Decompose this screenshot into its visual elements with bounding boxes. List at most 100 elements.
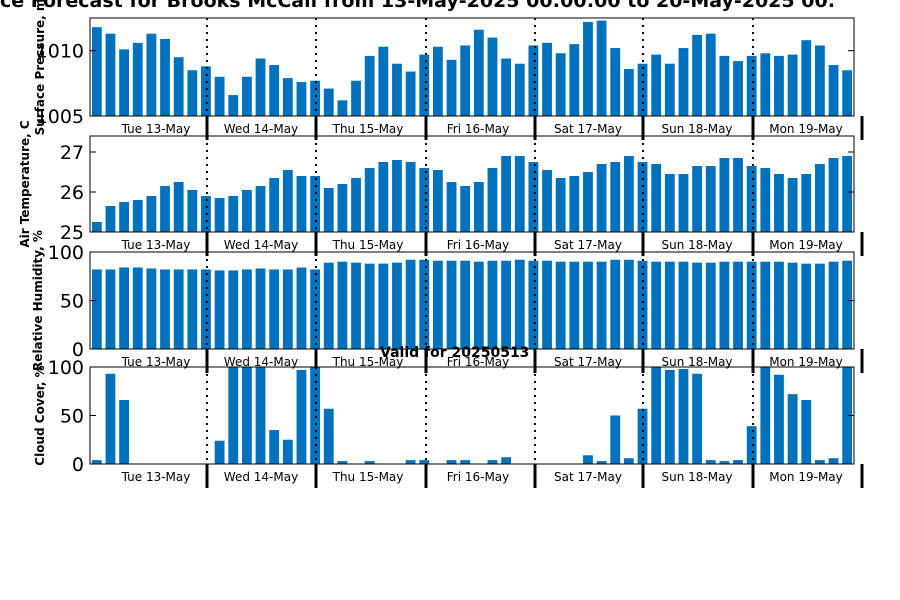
ytick-label-p3-0: 0 [72,454,84,476]
bar-p0-48 [746,55,757,116]
bar-p3-24 [419,460,430,464]
bar-p1-54 [828,158,839,232]
day-label-p2-6: Mon 19-May [769,355,843,369]
day-label-p3-6: Mon 19-May [769,470,843,484]
ytick-label-p3-1: 50 [60,406,84,428]
bar-p1-45 [705,166,716,232]
bar-p1-43 [678,174,689,232]
bar-p3-9 [214,440,225,464]
bar-p3-36 [583,455,593,464]
bar-p2-45 [705,262,716,349]
bar-p3-26 [446,460,457,464]
bar-p1-6 [173,182,184,232]
day-label-p1-5: Sun 18-May [661,238,732,252]
day-label-p0-1: Wed 14-May [224,122,298,136]
bar-p3-42 [664,369,675,464]
bar-p1-15 [296,176,307,232]
bar-p2-38 [610,259,621,349]
bar-p2-7 [187,269,198,349]
axes-box-p0 [89,17,855,117]
bar-p2-0 [91,269,102,349]
bar-p2-10 [228,270,239,349]
bar-p0-42 [664,63,675,116]
bar-p3-11 [241,367,252,464]
bar-p3-18 [337,461,348,464]
bar-p0-28 [473,29,484,116]
ytick-label-p1-0: 25 [60,222,84,244]
day-label-p0-0: Tue 13-May [121,122,191,136]
bar-p0-19 [351,80,361,116]
axes-box-p1 [89,135,855,233]
bar-p1-22 [392,160,402,232]
bar-p3-17 [323,408,334,464]
bar-p1-2 [119,202,130,232]
bar-p2-25 [432,260,443,349]
bar-p2-3 [132,267,143,349]
bar-p1-21 [378,162,389,232]
bar-p1-55 [842,156,853,232]
bar-p2-5 [160,269,170,349]
ytick-label-p2-1: 50 [60,291,84,313]
bar-p3-38 [610,415,621,464]
bar-p3-43 [678,368,689,464]
bar-p2-17 [323,262,334,349]
bar-p1-44 [692,166,703,232]
bar-p0-55 [842,70,853,116]
bar-p2-36 [583,261,593,349]
bar-p0-12 [255,58,266,116]
bar-p2-13 [269,269,280,349]
bar-p0-46 [719,55,730,116]
bar-p0-27 [460,45,471,116]
ylabel-p2: Relative Humidity, % [31,230,45,371]
bar-p2-19 [351,262,361,349]
bar-p2-53 [814,263,825,349]
bar-p1-4 [146,196,157,232]
bar-p1-30 [501,156,512,232]
bar-p0-31 [514,63,525,116]
bar-p2-48 [746,261,757,349]
bar-p0-34 [555,53,566,116]
bar-p0-17 [323,88,334,116]
bar-p3-16 [310,367,321,464]
bar-p1-5 [160,186,170,232]
bar-p0-51 [787,54,798,116]
bar-p0-14 [282,78,293,116]
bar-p2-44 [692,262,703,349]
bar-p2-49 [760,261,771,349]
bar-p1-39 [623,156,634,232]
day-label-p2-4: Sat 17-May [554,355,622,369]
bar-p3-40 [637,408,648,464]
ytick-label-p0-0: 1005 [36,106,84,128]
bar-p3-37 [596,461,607,464]
day-label-p3-2: Thu 15-May [332,470,404,484]
bar-p1-16 [310,176,321,232]
bar-p1-10 [228,196,239,232]
bar-p3-12 [255,367,266,464]
bar-p2-22 [392,262,402,349]
bar-p2-41 [651,261,662,349]
bar-p2-8 [201,269,211,349]
bar-p2-23 [405,259,416,349]
bar-p0-24 [419,54,430,116]
bar-p3-14 [282,439,293,464]
bar-p1-1 [105,206,116,232]
bar-p0-10 [228,95,239,116]
bar-p1-48 [746,166,757,232]
day-label-p2-3: Fri 16-May [447,355,510,369]
bar-p0-15 [296,82,307,116]
bar-p0-30 [501,58,512,116]
day-label-p0-6: Mon 19-May [769,122,843,136]
day-label-p2-1: Wed 14-May [224,355,298,369]
day-label-p1-1: Wed 14-May [224,238,298,252]
bar-p2-15 [296,267,307,349]
bar-p3-20 [364,461,375,464]
bar-p2-32 [528,260,539,349]
bar-p2-40 [637,260,648,349]
bar-p1-50 [774,174,784,232]
bar-p0-21 [378,46,389,116]
ytick-label-p3-2: 100 [48,357,84,379]
bar-p1-26 [446,182,457,232]
bar-p1-3 [132,200,143,232]
bar-p2-2 [119,267,130,349]
